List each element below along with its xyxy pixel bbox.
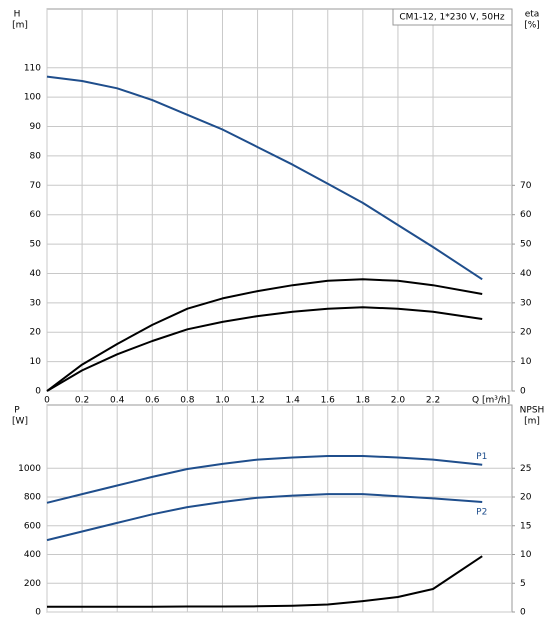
- y-tick-label: 30: [30, 298, 42, 308]
- y-tick-label: 60: [30, 210, 42, 220]
- x-tick-label: 0: [44, 396, 50, 406]
- x-tick-label: 0.8: [180, 396, 195, 406]
- x-tick-label: 0.6: [145, 396, 160, 406]
- y2-tick-label: 0: [520, 608, 526, 618]
- y-tick-label: 50: [30, 240, 42, 250]
- y2-tick-label: 10: [520, 550, 532, 560]
- x-tick-label: 2.0: [391, 396, 406, 406]
- series-line: [46, 278, 483, 392]
- series-line: [46, 75, 483, 281]
- series-label: P1: [476, 452, 487, 462]
- x-tick-label: 1.6: [321, 396, 336, 406]
- x-tick-label: 0.4: [110, 396, 125, 406]
- y-tick-label: 110: [24, 63, 41, 73]
- y-axis-label: H: [14, 10, 21, 20]
- y2-tick-label: 70: [520, 181, 532, 191]
- series-line: [46, 455, 483, 504]
- y2-tick-label: 5: [520, 579, 526, 589]
- y-tick-label: 400: [24, 550, 41, 560]
- y-tick-label: 0: [35, 387, 41, 397]
- y-tick-label: 200: [24, 579, 41, 589]
- y-axis-unit: [m]: [12, 21, 28, 31]
- y-tick-label: 600: [24, 521, 41, 531]
- y-tick-label: 10: [30, 357, 42, 367]
- y-tick-label: 70: [30, 181, 42, 191]
- y2-axis-unit: [%]: [524, 21, 540, 31]
- y2-tick-label: 15: [520, 521, 531, 531]
- plot-area: [46, 8, 513, 392]
- y2-tick-label: 60: [520, 210, 532, 220]
- y2-axis-label: NPSH: [520, 406, 545, 416]
- y-tick-label: 80: [30, 151, 42, 161]
- x-tick-label: 1.2: [250, 396, 264, 406]
- x-tick-label: 1.0: [215, 396, 230, 406]
- y-tick-label: 1000: [18, 464, 41, 474]
- y-tick-label: 20: [30, 328, 42, 338]
- x-tick-label: 0.2: [75, 396, 89, 406]
- y2-tick-label: 20: [520, 493, 532, 503]
- y2-tick-label: 10: [520, 357, 532, 367]
- y2-tick-label: 40: [520, 269, 532, 279]
- y2-axis-unit: [m]: [524, 417, 540, 427]
- y-tick-label: 100: [24, 93, 41, 103]
- y-tick-label: 800: [24, 493, 41, 503]
- x-tick-label: 1.4: [285, 396, 300, 406]
- x-tick-label: 1.8: [356, 396, 371, 406]
- y2-tick-label: 25: [520, 464, 531, 474]
- y-tick-label: 0: [35, 608, 41, 618]
- x-tick-label: 2.2: [426, 396, 440, 406]
- series-line: [47, 555, 483, 608]
- chart-title: CM1-12, 1*230 V, 50Hz: [399, 13, 505, 23]
- y2-axis-label: eta: [525, 10, 540, 20]
- x-axis-label: Q [m³/h]: [472, 396, 510, 406]
- series-line: [46, 306, 483, 392]
- y2-tick-label: 20: [520, 328, 532, 338]
- y-axis-unit: [W]: [12, 417, 28, 427]
- y-tick-label: 40: [30, 269, 42, 279]
- y2-tick-label: 0: [520, 387, 526, 397]
- y2-tick-label: 50: [520, 240, 532, 250]
- series-label: P2: [476, 508, 487, 518]
- y-tick-label: 90: [30, 122, 42, 132]
- series-line: [46, 493, 483, 542]
- title-box: [392, 8, 513, 26]
- plot-area: [46, 404, 513, 613]
- y-axis-label: P: [14, 406, 20, 416]
- y2-tick-label: 30: [520, 298, 532, 308]
